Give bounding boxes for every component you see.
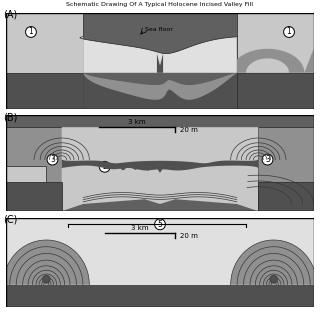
Polygon shape [157, 53, 163, 73]
Text: (A): (A) [3, 10, 18, 20]
Polygon shape [132, 167, 139, 170]
Bar [6, 127, 62, 211]
Text: 20 m: 20 m [180, 233, 198, 238]
Polygon shape [61, 158, 259, 171]
Text: 2: 2 [102, 162, 107, 171]
Bar [258, 127, 314, 211]
Bar [6, 182, 62, 211]
Text: 1: 1 [28, 28, 33, 36]
Polygon shape [157, 167, 163, 173]
Text: (C): (C) [3, 214, 18, 224]
Polygon shape [105, 167, 111, 169]
Ellipse shape [43, 275, 50, 283]
Text: Sea floor: Sea floor [145, 27, 172, 32]
Polygon shape [114, 285, 206, 307]
Ellipse shape [270, 275, 277, 283]
Text: 3 km: 3 km [128, 119, 146, 125]
Polygon shape [3, 240, 89, 285]
Text: 5: 5 [157, 220, 163, 229]
Polygon shape [80, 37, 237, 73]
Bar [6, 285, 314, 307]
Text: 4: 4 [271, 260, 276, 269]
Polygon shape [237, 73, 314, 109]
Polygon shape [83, 73, 237, 100]
Text: Schematic Drawing Of A Typical Holocene Incised Valley Fill: Schematic Drawing Of A Typical Holocene … [67, 2, 253, 7]
Polygon shape [62, 127, 258, 211]
Text: 3: 3 [50, 155, 55, 164]
Polygon shape [237, 13, 314, 73]
Polygon shape [83, 73, 237, 109]
Text: 1: 1 [287, 28, 292, 36]
Text: 3 km: 3 km [131, 225, 149, 231]
Polygon shape [120, 167, 126, 170]
Polygon shape [246, 58, 289, 73]
Polygon shape [6, 73, 83, 109]
Bar [258, 182, 314, 211]
Bar [6, 165, 46, 182]
Text: 4: 4 [44, 260, 49, 269]
Text: 3: 3 [265, 155, 270, 164]
Text: 20 m: 20 m [180, 127, 198, 132]
Polygon shape [6, 13, 83, 73]
Text: (B): (B) [3, 112, 18, 122]
Polygon shape [231, 49, 314, 73]
Polygon shape [231, 240, 317, 285]
Polygon shape [145, 167, 151, 171]
